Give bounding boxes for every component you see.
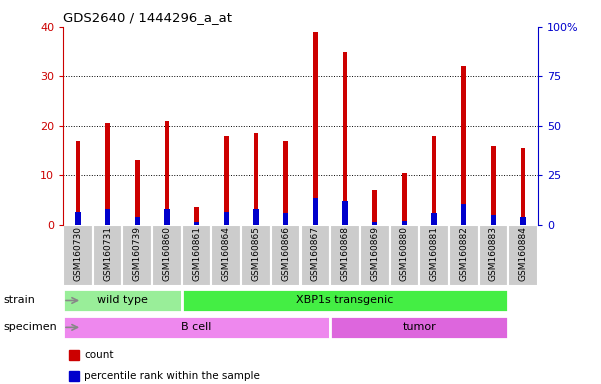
- Bar: [402, 173, 407, 225]
- Bar: [271, 225, 300, 286]
- Bar: [373, 190, 377, 225]
- Text: strain: strain: [3, 295, 35, 306]
- Bar: [135, 217, 140, 225]
- Text: wild type: wild type: [97, 295, 148, 306]
- Bar: [164, 209, 169, 225]
- Bar: [63, 289, 182, 312]
- Bar: [224, 212, 229, 225]
- Text: GSM160864: GSM160864: [222, 227, 231, 281]
- Bar: [389, 225, 419, 286]
- Text: GSM160884: GSM160884: [519, 227, 528, 281]
- Bar: [194, 222, 200, 225]
- Bar: [343, 201, 348, 225]
- Text: XBP1s transgenic: XBP1s transgenic: [296, 295, 394, 306]
- Bar: [194, 207, 199, 225]
- Text: GSM160739: GSM160739: [133, 227, 142, 281]
- Bar: [478, 225, 508, 286]
- Bar: [284, 141, 288, 225]
- Bar: [152, 225, 182, 286]
- Bar: [182, 289, 508, 312]
- Text: GSM160865: GSM160865: [251, 227, 260, 281]
- Bar: [330, 316, 508, 339]
- Text: GSM160882: GSM160882: [459, 227, 468, 281]
- Bar: [461, 204, 466, 225]
- Text: specimen: specimen: [3, 322, 56, 333]
- Bar: [75, 212, 81, 225]
- Bar: [182, 225, 212, 286]
- Bar: [462, 66, 466, 225]
- Bar: [313, 32, 317, 225]
- Bar: [63, 316, 330, 339]
- Text: B cell: B cell: [182, 322, 212, 333]
- Text: GDS2640 / 1444296_a_at: GDS2640 / 1444296_a_at: [63, 12, 232, 25]
- Text: count: count: [84, 350, 114, 360]
- Bar: [283, 213, 288, 225]
- Bar: [313, 198, 318, 225]
- Bar: [165, 121, 169, 225]
- Bar: [330, 225, 360, 286]
- Bar: [300, 225, 330, 286]
- Bar: [521, 148, 525, 225]
- Text: GSM160731: GSM160731: [103, 227, 112, 281]
- Bar: [241, 225, 271, 286]
- Text: GSM160730: GSM160730: [73, 227, 82, 281]
- Bar: [401, 221, 407, 225]
- Bar: [432, 136, 436, 225]
- Bar: [360, 225, 389, 286]
- Bar: [76, 141, 80, 225]
- Bar: [123, 225, 152, 286]
- Bar: [63, 225, 93, 286]
- Bar: [105, 209, 111, 225]
- Bar: [372, 222, 377, 225]
- Text: GSM160869: GSM160869: [370, 227, 379, 281]
- Text: GSM160866: GSM160866: [281, 227, 290, 281]
- Text: GSM160867: GSM160867: [311, 227, 320, 281]
- Bar: [93, 225, 123, 286]
- Bar: [343, 51, 347, 225]
- Text: GSM160860: GSM160860: [162, 227, 171, 281]
- Text: percentile rank within the sample: percentile rank within the sample: [84, 371, 260, 381]
- Text: GSM160883: GSM160883: [489, 227, 498, 281]
- Bar: [491, 146, 496, 225]
- Bar: [508, 225, 538, 286]
- Bar: [254, 133, 258, 225]
- Bar: [520, 217, 526, 225]
- Bar: [490, 215, 496, 225]
- Bar: [135, 161, 139, 225]
- Bar: [212, 225, 241, 286]
- Text: GSM160881: GSM160881: [430, 227, 439, 281]
- Bar: [105, 123, 110, 225]
- Bar: [449, 225, 478, 286]
- Bar: [224, 136, 228, 225]
- Text: GSM160861: GSM160861: [192, 227, 201, 281]
- Text: tumor: tumor: [402, 322, 436, 333]
- Text: GSM160868: GSM160868: [341, 227, 350, 281]
- Text: GSM160880: GSM160880: [400, 227, 409, 281]
- Bar: [432, 213, 437, 225]
- Bar: [253, 209, 258, 225]
- Bar: [419, 225, 449, 286]
